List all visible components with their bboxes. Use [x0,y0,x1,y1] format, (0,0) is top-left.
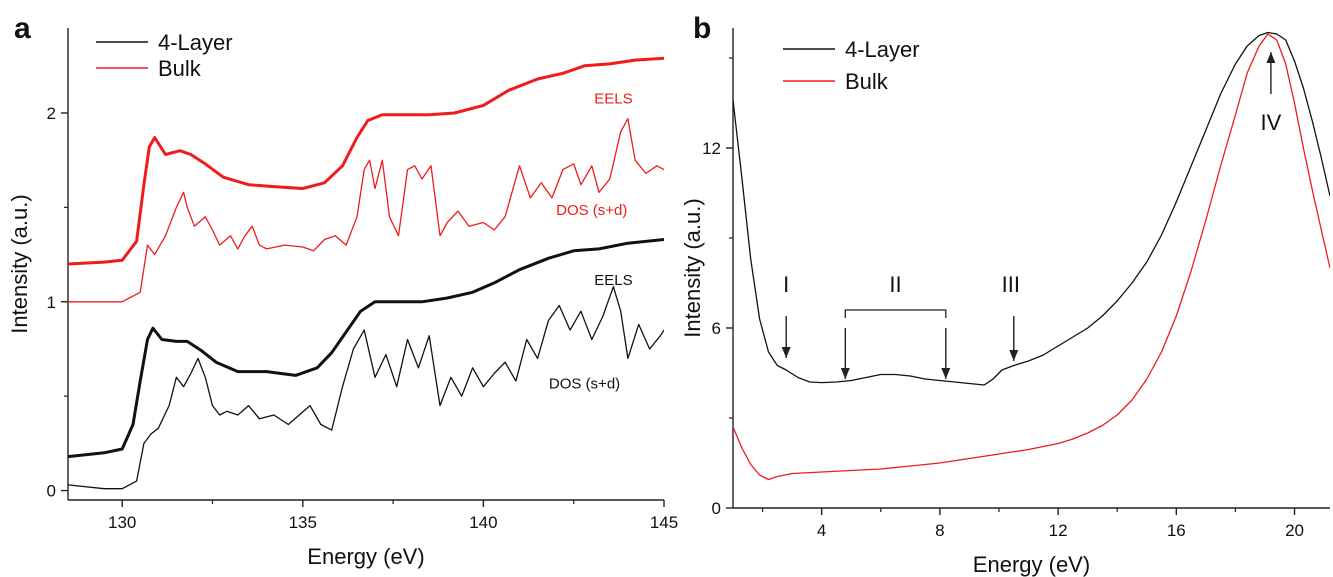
x-tick-label: 130 [108,513,136,532]
bulk-eels-line [68,56,664,266]
y-axis-label: Intensity (a.u.) [680,198,705,337]
annotation-label: EELS [594,272,632,289]
y-tick-label: 0 [47,482,56,501]
y-tick-label: 0 [712,499,721,518]
annotation-label: EELS [594,91,632,108]
panel-b: b 4 8 12 16 20 0 6 12 Energy (eV) Intensity (a.u.)… [680,12,1330,577]
legend-label: 4-Layer [845,37,920,62]
arrow-head [1009,350,1019,361]
annotation-label: IV [1260,110,1281,135]
x-tick-label: 135 [289,513,317,532]
legend-label: Bulk [845,69,889,94]
annotation-label: III [1002,272,1020,297]
arrow-head [781,347,791,358]
y-tick-label: 2 [47,104,56,123]
annotation-label: I [783,272,789,297]
y-tick-label: 1 [47,293,56,312]
bracket-line [844,309,947,318]
arrow-head [941,368,951,379]
x-axis-label: Energy (eV) [973,552,1090,577]
y-tick-label: 12 [702,139,721,158]
arrow-head [840,368,850,379]
y-tick-label: 6 [712,319,721,338]
panel-letter: a [14,12,31,45]
legend-label: Bulk [158,56,202,81]
4-layer-dos-s-d--line [68,286,664,490]
bulk-dos-s-d--line [68,117,664,303]
x-tick-label: 20 [1285,521,1304,540]
annotation-label: DOS (s+d) [549,376,620,393]
panel-a: a 130 135 140 145 0 1 2 Energy (eV) Intensity (a.… [7,12,678,569]
4-layer-curve-line [733,31,1330,386]
annotation-label: DOS (s+d) [556,202,627,219]
x-axis-label: Energy (eV) [307,544,424,569]
legend-label: 4-Layer [158,30,233,55]
x-tick-label: 8 [935,521,944,540]
x-tick-label: 16 [1167,521,1186,540]
x-tick-label: 140 [469,513,497,532]
arrow-head [1266,52,1276,63]
x-tick-label: 12 [1049,521,1068,540]
y-axis-label: Intensity (a.u.) [7,194,32,333]
4-layer-eels-line [68,238,664,459]
panel-letter: b [693,12,711,45]
annotation-label: II [889,272,901,297]
bulk-curve-line [733,33,1330,481]
x-tick-label: 145 [650,513,678,532]
x-tick-label: 4 [817,521,826,540]
